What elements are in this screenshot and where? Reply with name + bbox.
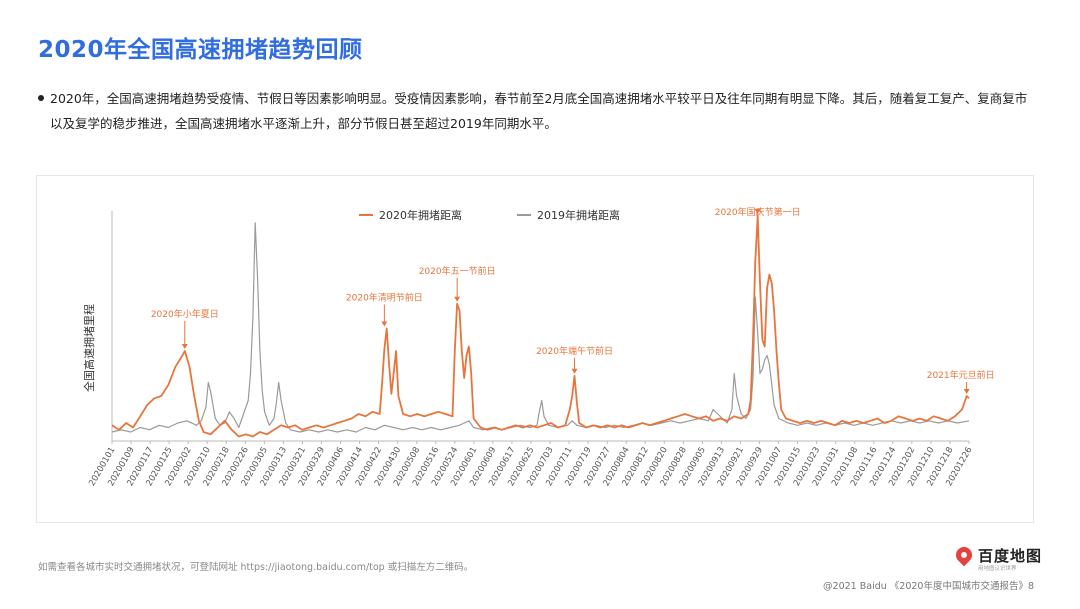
legend-label: 2020年拥堵距离: [379, 208, 462, 222]
footnote: 如需查看各城市实时交通拥堵状况，可登陆网址 https://jiaotong.b…: [38, 562, 474, 573]
map-pin-icon: [952, 543, 976, 567]
annotation-label: 2020年端午节前日: [536, 345, 613, 357]
series-line-2020: [111, 215, 970, 438]
annotation-label: 2020年清明节前日: [346, 292, 423, 304]
summary-text: 2020年，全国高速拥堵趋势受疫情、节假日等因素影响明显。受疫情因素影响，春节前…: [50, 91, 1028, 131]
y-axis-label: 全国高速拥堵里程: [82, 304, 96, 392]
copyright-text: @2021 Baidu 《2020年度中国城市交通报告》8: [823, 581, 1034, 592]
page-title: 2020年全国高速拥堵趋势回顾: [38, 37, 363, 63]
annotation-arrow-icon: [754, 209, 761, 214]
bullet-dot-icon: [38, 95, 44, 101]
logo-text: 百度地图: [978, 546, 1043, 565]
summary-bullet: 2020年，全国高速拥堵趋势受疫情、节假日等因素影响明显。受疫情因素影响，春节前…: [38, 86, 1038, 136]
series-group: [111, 215, 970, 438]
logo-subtext: 用地图认识世界: [978, 566, 1017, 572]
annotation-arrow-icon: [381, 321, 388, 327]
annotation-label: 2020年五一节前日: [419, 265, 496, 277]
x-axis-ticks: 2020010120200109202001172020012520200202…: [87, 441, 975, 488]
annotation-arrow-icon: [181, 344, 188, 349]
annotation-label: 2021年元旦前日: [927, 369, 995, 381]
legend-label: 2019年拥堵距离: [537, 208, 620, 222]
annotation-group: 2020年小年夏日 2020年清明节前日 2020年五一节前日 2020年端午节前日 2…: [151, 206, 995, 394]
chart-legend: 2020年拥堵距离 2019年拥堵距离: [359, 208, 620, 222]
annotation-arrow-icon: [963, 389, 970, 394]
annotation-arrow-icon: [454, 296, 461, 302]
annotation-label: 2020年国庆节第一日: [715, 206, 801, 218]
annotation-arrow-icon: [571, 368, 578, 374]
series-line-2019: [111, 222, 970, 433]
congestion-line-chart: 2020年拥堵距离 2019年拥堵距离 全国高速拥堵里程 202001012020…: [82, 206, 995, 488]
baidu-map-logo: 百度地图: [952, 543, 1043, 567]
chart-card: 2020年拥堵距离 2019年拥堵距离 全国高速拥堵里程 20200101 2020…: [36, 175, 1034, 523]
annotation-label: 2020年小年夏日: [151, 308, 219, 320]
